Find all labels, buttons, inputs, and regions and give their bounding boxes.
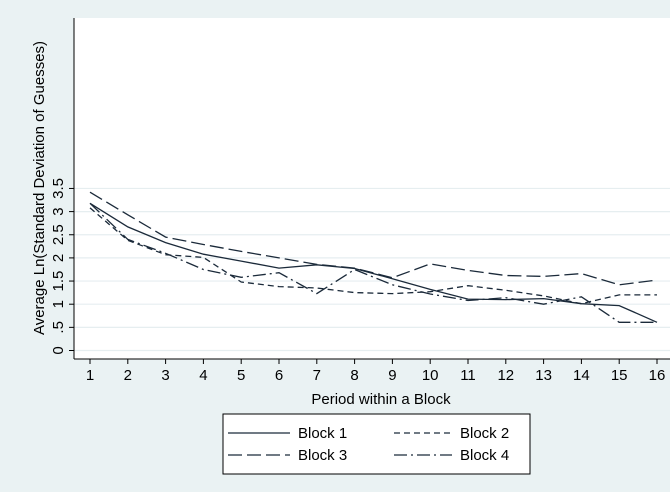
y-tick-label: 2 [50, 254, 67, 262]
y-tick-label: .5 [50, 321, 67, 334]
x-tick-label: 14 [573, 367, 590, 384]
y-tick-label: 3.5 [50, 178, 67, 199]
y-tick-label: 0 [50, 346, 67, 354]
series-lines [89, 191, 658, 323]
x-tick-label: 9 [388, 367, 396, 384]
series-line-4 [89, 202, 657, 323]
x-tick-label: 8 [350, 367, 358, 384]
y-tick-label: 3 [50, 207, 67, 215]
x-tick-label: 6 [275, 367, 283, 384]
y-tick-label: 2.5 [50, 224, 67, 245]
y-tick-label: 1.5 [50, 271, 67, 292]
x-axis-title: Period within a Block [311, 391, 451, 408]
x-tick-label: 2 [124, 367, 132, 384]
y-tick-label: 1 [50, 300, 67, 308]
x-tick-label: 1 [86, 367, 94, 384]
legend-box [222, 413, 531, 475]
y-axis-title: Average Ln(Standard Deviation of Guesses… [31, 41, 48, 335]
x-tick-label: 5 [237, 367, 245, 384]
x-tick-label: 12 [497, 367, 514, 384]
x-tick-label: 13 [535, 367, 552, 384]
x-tick-label: 10 [422, 367, 439, 384]
legend-label-3: Block 3 [298, 447, 347, 464]
legend: Block 1 Block 2 Block 3 Block 4 [222, 413, 531, 475]
gridlines [74, 187, 670, 352]
x-tick-label: 7 [313, 367, 321, 384]
series-line-3 [89, 191, 658, 286]
legend-label-1: Block 1 [298, 425, 347, 442]
x-tick-label: 11 [460, 367, 476, 384]
x-tick-label: 4 [199, 367, 207, 384]
axes: 0.511.522.533.51 2 3 4 5 6 7 8 9 10 11 12 13 14 15 16 [50, 18, 670, 384]
legend-label-2: Block 2 [460, 425, 509, 442]
x-tick-label: 15 [611, 367, 628, 384]
x-tick-label: 16 [649, 367, 666, 384]
x-tick-label: 3 [161, 367, 169, 384]
legend-label-4: Block 4 [460, 447, 509, 464]
